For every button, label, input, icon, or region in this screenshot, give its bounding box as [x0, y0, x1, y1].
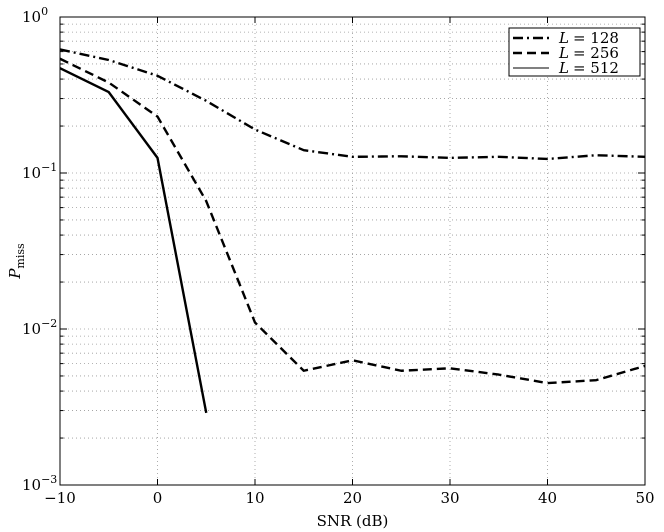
- x-tick-label: 30: [440, 489, 459, 507]
- x-tick-label: 20: [343, 489, 362, 507]
- axis-ticks: [59, 17, 646, 486]
- y-tick-label: 10−3: [22, 473, 57, 494]
- x-tick-label: 0: [153, 489, 163, 507]
- svg-text:Pmiss: Pmiss: [6, 243, 27, 280]
- y-tick-label: 100: [22, 5, 48, 26]
- legend-label: L = 128: [558, 29, 619, 47]
- grid: [60, 17, 645, 485]
- x-tick-label: 10: [245, 489, 264, 507]
- series-lines: [59, 48, 646, 414]
- y-axis-label-main: P: [6, 268, 24, 280]
- x-tick-label: 40: [538, 489, 557, 507]
- series-line-1: [59, 48, 646, 161]
- legend-label: L = 256: [558, 44, 619, 62]
- y-axis-label-sub: miss: [14, 243, 27, 269]
- plot-frame: [59, 16, 646, 486]
- y-tick-label: 10−1: [22, 161, 57, 182]
- legend-label: L = 512: [558, 59, 619, 77]
- x-axis-label: SNR (dB): [317, 512, 389, 530]
- tick-labels: −10 0 10 20 30 40 50 100 10−1 10−2 10−3: [22, 5, 655, 507]
- series-line-2: [59, 57, 646, 385]
- y-axis-label: Pmiss: [6, 243, 27, 280]
- series-line-3: [59, 67, 208, 414]
- y-tick-label: 10−2: [22, 317, 57, 338]
- x-tick-label: −10: [44, 489, 76, 507]
- x-tick-label: 50: [635, 489, 654, 507]
